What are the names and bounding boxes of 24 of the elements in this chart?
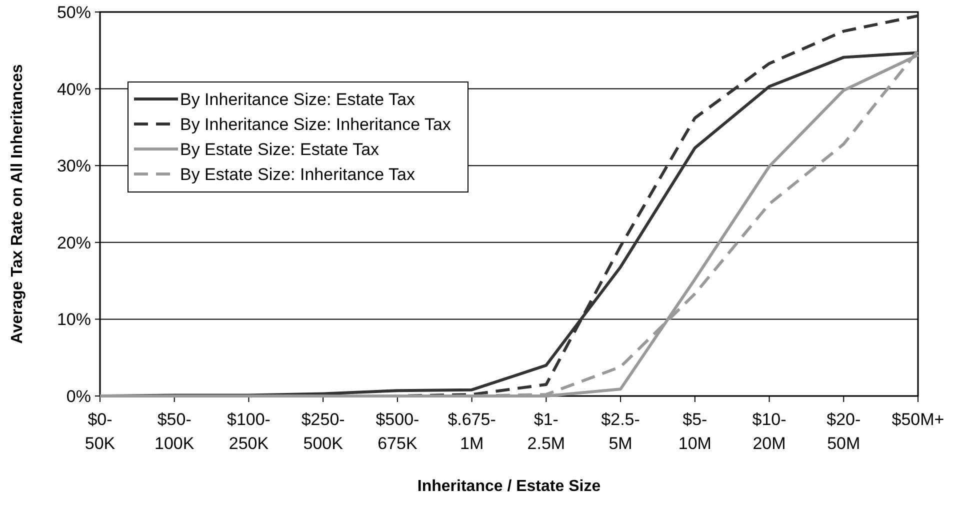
y-axis-title: Average Tax Rate on All Inheritances	[9, 64, 26, 344]
x-tick-label: $50M+	[892, 410, 944, 429]
y-tick-label: 40%	[56, 80, 91, 99]
x-tick-label: $20-50M	[826, 410, 861, 453]
x-tick-label: $5-10M	[678, 410, 712, 453]
x-axis-title: Inheritance / Estate Size	[417, 478, 601, 495]
legend-label: By Inheritance Size: Estate Tax	[180, 90, 416, 109]
legend-label: By Estate Size: Inheritance Tax	[180, 164, 416, 184]
x-tick-label: $50-100K	[154, 410, 195, 453]
y-tick-label: 50%	[56, 2, 91, 22]
y-tick-label: 10%	[56, 310, 91, 330]
x-tick-label: $1-2.5M	[527, 410, 566, 453]
y-tick-label: 30%	[56, 156, 91, 176]
x-tick-label: $250-500K	[301, 410, 345, 453]
y-tick-label: 20%	[56, 233, 91, 252]
x-tick-label: $500-675K	[376, 410, 420, 453]
x-tick-label: $0-50K	[84, 410, 116, 453]
y-tick-label: 0%	[66, 386, 91, 406]
x-tick-label: $100-250K	[226, 410, 270, 453]
legend-label: By Estate Size: Estate Tax	[180, 140, 380, 159]
x-tick-label: $2.5-5M	[601, 410, 640, 453]
x-tick-label: $.675-1M	[448, 410, 496, 453]
x-tick-label: $10-20M	[752, 410, 786, 453]
legend-label: By Inheritance Size: Inheritance Tax	[180, 114, 452, 134]
